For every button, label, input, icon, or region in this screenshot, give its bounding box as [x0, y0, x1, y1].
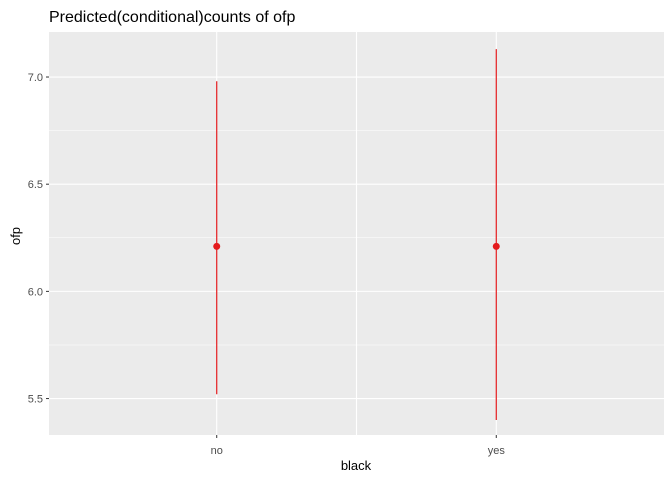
y-tick-label: 7.0: [28, 72, 43, 84]
y-axis-title: ofp: [8, 227, 23, 245]
y-tick-label: 6.5: [28, 179, 43, 191]
point-yes: [492, 242, 500, 250]
chart-marks: [213, 49, 500, 420]
chart-title: Predicted(conditional)counts of ofp: [49, 9, 295, 26]
y-tick-label: 5.5: [28, 394, 43, 406]
y-tick-label: 6.0: [28, 286, 43, 298]
x-tick-label: yes: [488, 445, 506, 457]
grid-minor: [49, 32, 664, 435]
y-axis: 5.5 6.0 6.5 7.0: [28, 72, 49, 406]
x-axis-title: black: [341, 458, 372, 473]
x-axis: no yes: [211, 435, 506, 457]
x-tick-label: no: [211, 445, 223, 457]
point-no: [213, 242, 221, 250]
